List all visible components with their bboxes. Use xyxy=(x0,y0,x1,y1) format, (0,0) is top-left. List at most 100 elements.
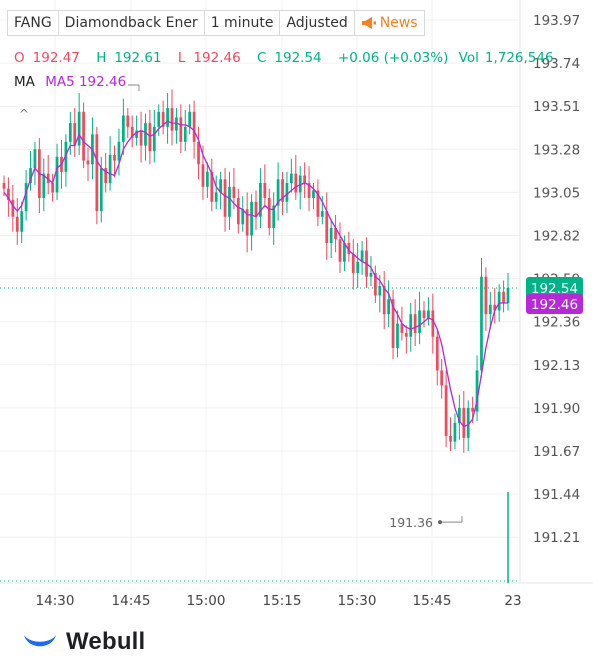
candle-body xyxy=(205,171,209,187)
candle-body xyxy=(418,310,421,333)
company-name[interactable]: Diamondback Ener xyxy=(57,10,205,36)
candle-body xyxy=(378,286,382,296)
candle-body xyxy=(329,228,333,243)
symbol-button[interactable]: FANG xyxy=(7,10,59,36)
high-value: H 192.61 xyxy=(96,50,162,66)
candle-body xyxy=(77,111,81,146)
candle-body xyxy=(108,154,112,184)
candle-body xyxy=(192,111,196,142)
candle-body xyxy=(484,276,488,315)
candle-body xyxy=(422,310,426,318)
candle-body xyxy=(303,175,307,184)
news-label: News xyxy=(379,15,418,31)
candle-body xyxy=(272,205,276,229)
candle-body xyxy=(444,385,448,437)
candle-body xyxy=(259,183,262,217)
candle-body xyxy=(95,134,99,212)
candle-body xyxy=(382,286,386,315)
candle-body xyxy=(373,272,377,296)
news-button[interactable]: News xyxy=(353,10,425,36)
candle-body xyxy=(232,186,236,199)
candle-body xyxy=(46,173,50,184)
candle-body xyxy=(298,175,302,193)
candle-body xyxy=(285,183,289,202)
candle-body xyxy=(29,168,32,184)
candle-body xyxy=(466,407,470,438)
x-tick-label: 23 xyxy=(504,593,521,609)
candle-body xyxy=(20,211,24,232)
candle-body xyxy=(316,190,320,217)
candle-body xyxy=(351,254,355,273)
candle-body xyxy=(409,314,413,337)
candle-body xyxy=(462,407,466,438)
megaphone-icon xyxy=(361,17,376,29)
candle-body xyxy=(387,299,391,315)
candle-body xyxy=(360,250,364,262)
interval-selector[interactable]: 1 minute xyxy=(203,10,281,36)
candle-body xyxy=(179,117,183,142)
y-tick-label: 193.51 xyxy=(533,99,580,115)
candle-body xyxy=(126,115,130,127)
candle-body xyxy=(369,272,373,277)
candle-body xyxy=(281,179,284,202)
candle-body xyxy=(497,291,501,311)
candle-body xyxy=(148,123,152,152)
y-tick-label: 192.82 xyxy=(533,229,580,245)
ma5-value: MA5 192.46 xyxy=(45,74,127,90)
y-tick-label: 193.97 xyxy=(533,13,580,29)
candle-body xyxy=(356,261,360,273)
candle-body xyxy=(55,156,59,193)
ma-label: MA xyxy=(14,74,35,90)
candle-body xyxy=(338,239,342,262)
webull-logo: Webull xyxy=(22,628,145,656)
candle-body xyxy=(320,211,324,217)
candle-body xyxy=(117,141,121,161)
low-marker-dot xyxy=(438,520,442,525)
candle-body xyxy=(267,198,271,229)
adjust-selector[interactable]: Adjusted xyxy=(279,10,355,36)
candle-body xyxy=(334,228,337,240)
candle-body xyxy=(488,304,492,315)
candle-body xyxy=(471,407,475,412)
candle-body xyxy=(413,314,417,333)
candle-body xyxy=(241,209,245,225)
candle-body xyxy=(157,111,161,127)
candle-body xyxy=(113,154,116,161)
candle-body xyxy=(276,179,280,206)
candle-body xyxy=(219,179,223,193)
current-price-badge xyxy=(526,276,583,299)
y-tick-label: 192.36 xyxy=(533,315,580,331)
candle-body xyxy=(166,108,169,127)
x-tick-label: 14:30 xyxy=(36,593,75,609)
candle-body xyxy=(2,183,6,189)
x-tick-label: 15:15 xyxy=(263,593,302,609)
low-marker-label: 191.36 xyxy=(389,515,433,530)
candle-body xyxy=(183,126,187,142)
candle-body xyxy=(254,201,258,217)
candle-body xyxy=(343,242,346,262)
candle-body xyxy=(506,287,510,303)
candle-body xyxy=(480,276,483,371)
candle-body xyxy=(502,291,505,303)
collapse-caret-icon[interactable]: ^ xyxy=(19,107,29,121)
candle-body xyxy=(245,209,249,236)
candle-body xyxy=(73,123,77,146)
candle-body xyxy=(99,168,103,212)
ma5-price-badge xyxy=(526,293,583,314)
candle-body xyxy=(449,436,452,442)
y-tick-label: 191.21 xyxy=(533,530,580,546)
candle-body xyxy=(33,149,37,169)
webull-logo-icon xyxy=(24,635,56,647)
candle-body xyxy=(201,164,205,187)
candle-body xyxy=(228,186,231,217)
candle-body xyxy=(493,304,497,311)
candle-body xyxy=(325,211,329,243)
candle-body xyxy=(263,183,267,199)
candle-body xyxy=(453,422,457,442)
candle-body xyxy=(11,199,15,217)
candles xyxy=(2,89,510,453)
low-value: L 192.46 xyxy=(177,50,241,66)
candle-body xyxy=(68,123,72,142)
